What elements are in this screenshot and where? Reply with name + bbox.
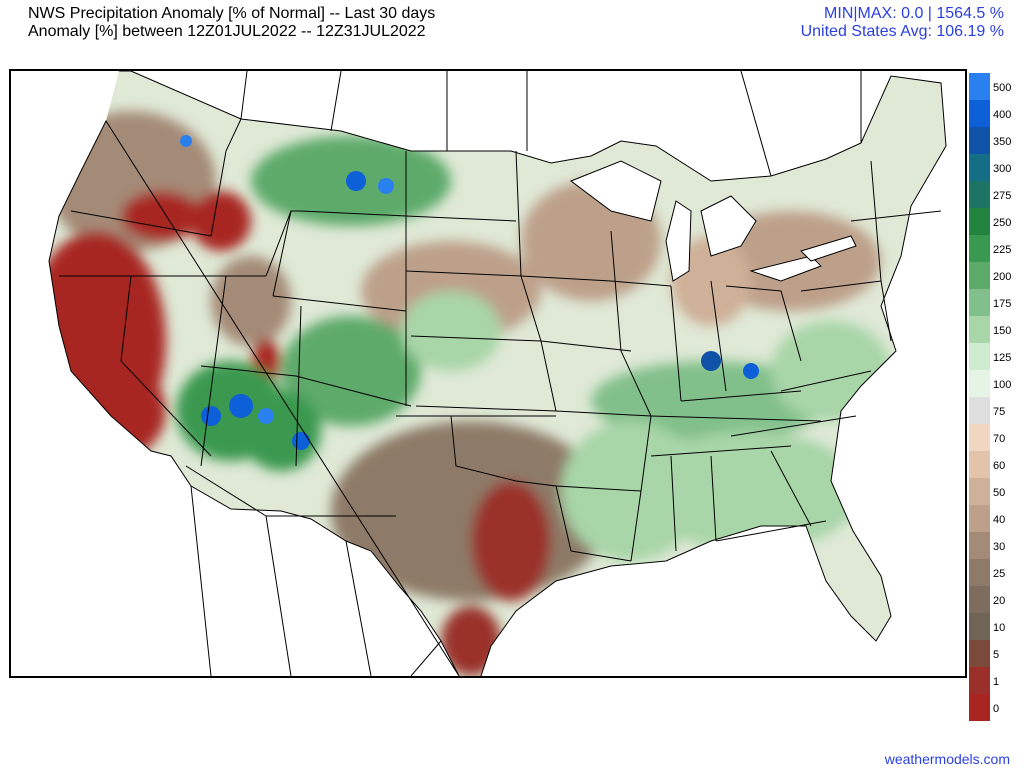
colorbar-segment [969, 586, 990, 613]
state-boundaries [48, 71, 947, 676]
anomaly-map [9, 69, 967, 678]
map-title: NWS Precipitation Anomaly [% of Normal] … [28, 5, 436, 22]
us-average-readout: United States Avg: 106.19 % [800, 23, 1004, 40]
colorbar-segment [969, 289, 990, 316]
colorbar-tick-label: 275 [993, 189, 1012, 202]
colorbar-tick-label: 10 [993, 621, 1006, 634]
colorbar-segment [969, 397, 990, 424]
colorbar-tick-label: 150 [993, 324, 1012, 337]
colorbar-segment [969, 370, 990, 397]
colorbar-segment [969, 667, 990, 694]
colorbar-tick-label: 70 [993, 432, 1006, 445]
colorbar-segment [969, 235, 990, 262]
colorbar-tick-label: 20 [993, 594, 1006, 607]
colorbar-segment [969, 181, 990, 208]
colorbar-tick-label: 1 [993, 675, 1000, 688]
colorbar-segment [969, 694, 990, 721]
colorbar-segment [969, 478, 990, 505]
colorbar-segment [969, 532, 990, 559]
colorbar-segment [969, 559, 990, 586]
colorbar-tick-label: 225 [993, 243, 1012, 256]
colorbar-segment [969, 262, 990, 289]
colorbar-tick-label: 350 [993, 135, 1012, 148]
colorbar-tick-label: 5 [993, 648, 1000, 661]
colorbar-tick-label: 250 [993, 216, 1012, 229]
map-subtitle: Anomaly [%] between 12Z01JUL2022 -- 12Z3… [28, 23, 426, 40]
colorbar-segment [969, 613, 990, 640]
colorbar-segment [969, 343, 990, 370]
map-canvas [48, 71, 947, 676]
colorbar-tick-label: 25 [993, 567, 1006, 580]
colorbar-segment [969, 127, 990, 154]
credit-text: weathermodels.com [884, 751, 1010, 767]
colorbar-segment [969, 451, 990, 478]
colorbar-tick-label: 500 [993, 81, 1012, 94]
colorbar-tick-label: 60 [993, 459, 1006, 472]
colorbar-segment [969, 208, 990, 235]
colorbar-tick-label: 175 [993, 297, 1012, 310]
colorbar-segment [969, 640, 990, 667]
colorbar-tick-label: 75 [993, 405, 1006, 418]
colorbar-tick-label: 125 [993, 351, 1012, 364]
colorbar-segment [969, 154, 990, 181]
minmax-readout: MIN|MAX: 0.0 | 1564.5 % [824, 5, 1004, 22]
colorbar-tick-label: 300 [993, 162, 1012, 175]
colorbar-segment [969, 505, 990, 532]
colorbar-tick-label: 100 [993, 378, 1012, 391]
colorbar-tick-label: 40 [993, 513, 1006, 526]
colorbar-segment [969, 100, 990, 127]
colorbar-segment [969, 73, 990, 100]
wet-spots [180, 135, 759, 450]
colorbar-tick-label: 200 [993, 270, 1012, 283]
colorbar-tick-label: 30 [993, 540, 1006, 553]
colorbar-segment [969, 316, 990, 343]
colorbar-tick-label: 400 [993, 108, 1012, 121]
colorbar-tick-label: 50 [993, 486, 1006, 499]
colorbar-tick-label: 0 [993, 702, 1000, 715]
colorbar-labels: 500 400 350 300 275 250 225 200 175 150 125 100 75 70… [991, 73, 1021, 721]
colorbar-segment [969, 424, 990, 451]
colorbar [969, 73, 990, 721]
